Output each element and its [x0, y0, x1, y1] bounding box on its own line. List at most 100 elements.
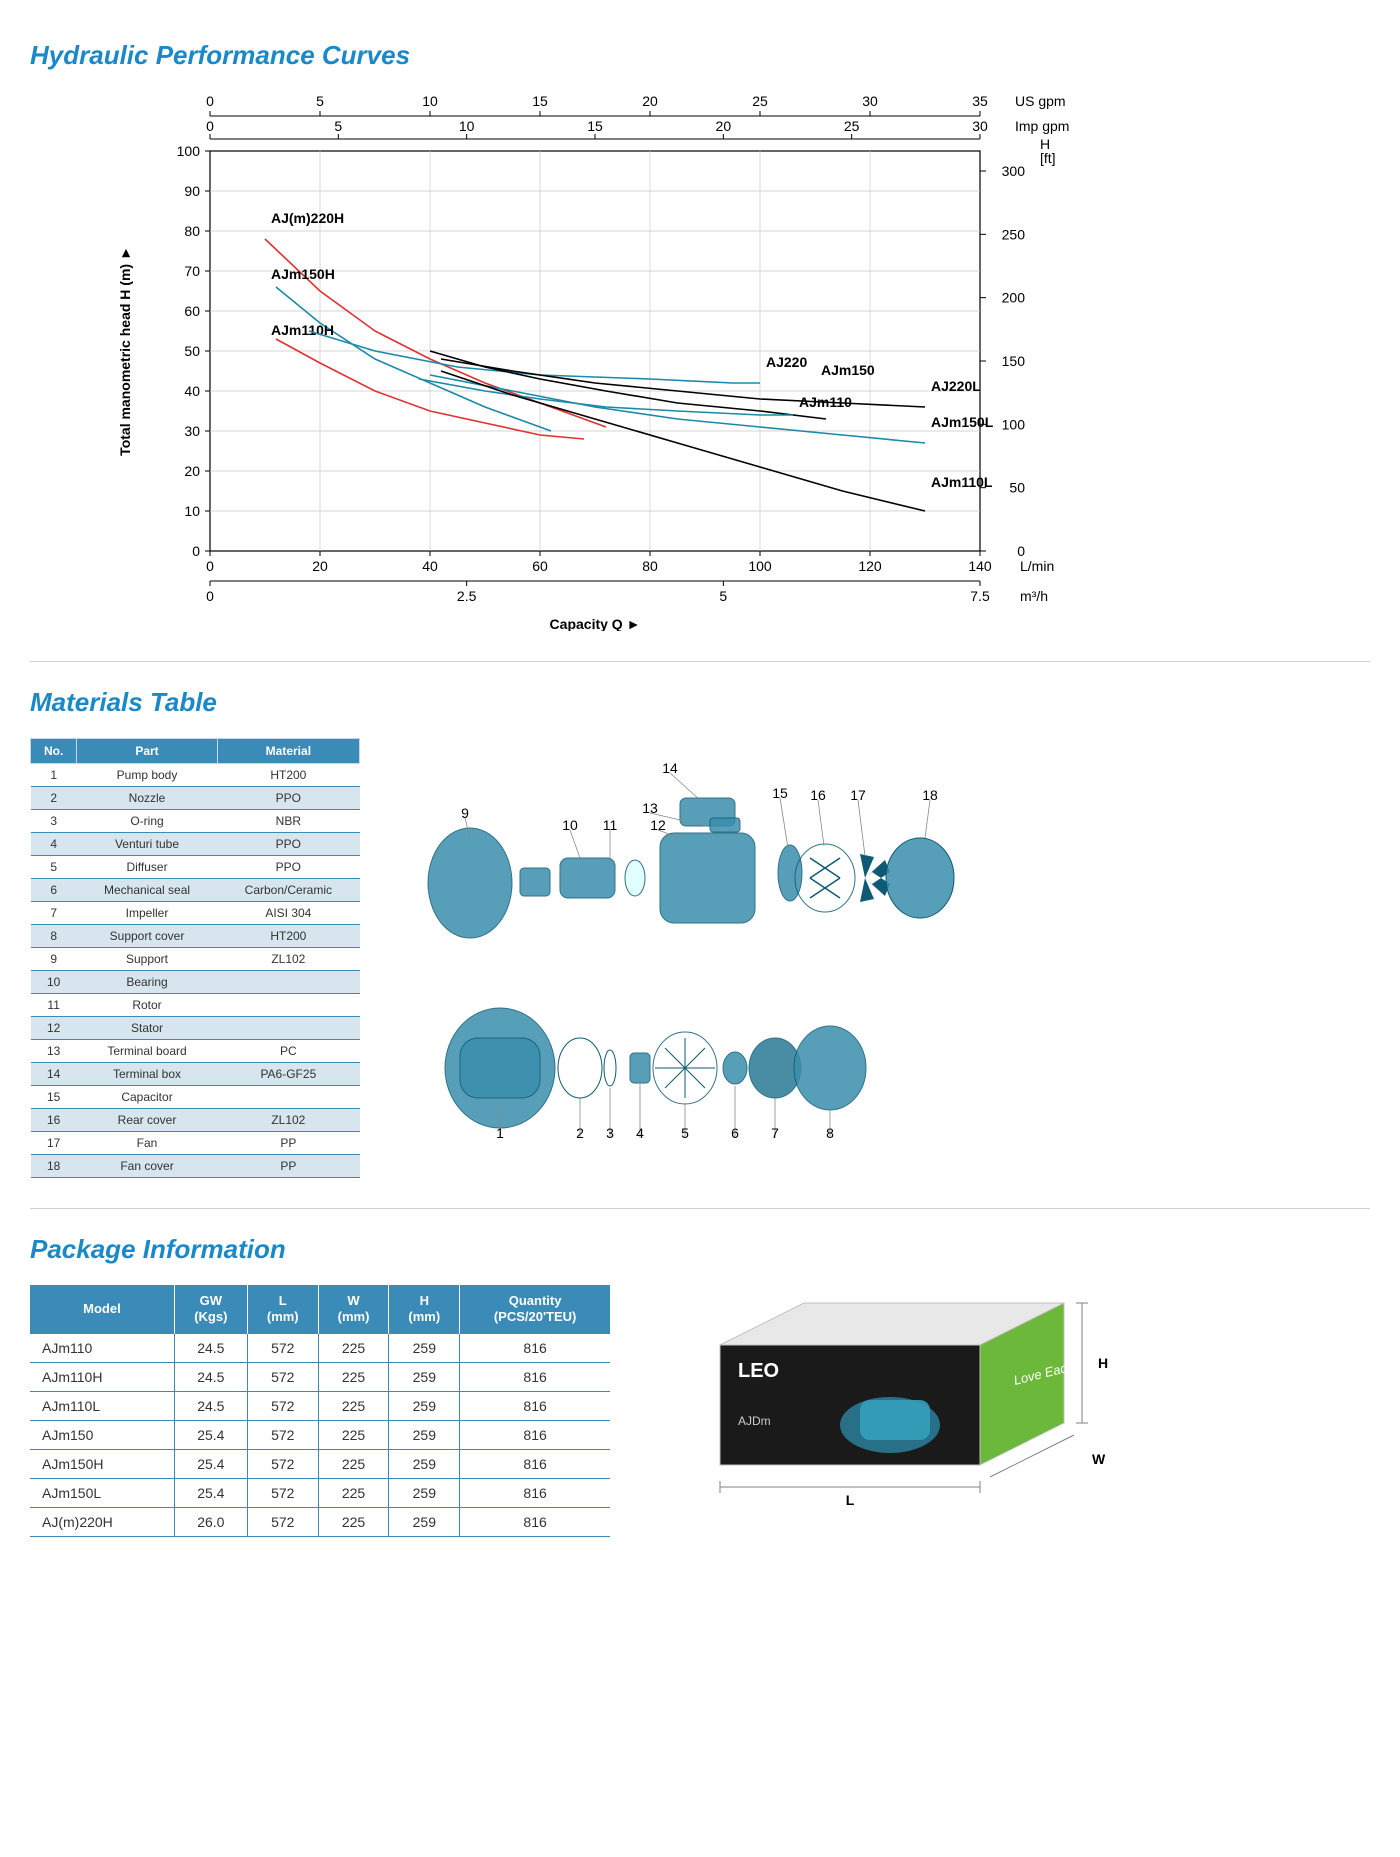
- svg-text:0: 0: [1017, 543, 1025, 559]
- svg-text:40: 40: [184, 383, 200, 399]
- table-row: 1Pump bodyHT200: [31, 764, 360, 787]
- svg-text:100: 100: [177, 143, 201, 159]
- exploded-view: 141315161718910111212345678: [410, 738, 1090, 1183]
- svg-text:15: 15: [532, 93, 548, 109]
- section-title-package: Package Information: [30, 1234, 1370, 1265]
- svg-text:100: 100: [1002, 416, 1026, 432]
- svg-text:25: 25: [752, 93, 768, 109]
- svg-text:35: 35: [972, 93, 988, 109]
- svg-text:2: 2: [576, 1125, 584, 1141]
- package-col-header: L(mm): [247, 1285, 318, 1334]
- table-row: 7ImpellerAISI 304: [31, 902, 360, 925]
- svg-text:17: 17: [850, 787, 866, 803]
- divider: [30, 661, 1370, 662]
- svg-text:20: 20: [642, 93, 658, 109]
- svg-text:0: 0: [192, 543, 200, 559]
- svg-text:2.5: 2.5: [457, 588, 477, 604]
- table-row: 3O-ringNBR: [31, 810, 360, 833]
- svg-text:7: 7: [771, 1125, 779, 1141]
- package-table: ModelGW(Kgs)L(mm)W(mm)H(mm)Quantity(PCS/…: [30, 1285, 610, 1537]
- package-col-header: H(mm): [389, 1285, 460, 1334]
- svg-text:80: 80: [642, 558, 658, 574]
- svg-text:0: 0: [206, 588, 214, 604]
- svg-text:5: 5: [316, 93, 324, 109]
- table-row: 8Support coverHT200: [31, 925, 360, 948]
- package-col-header: Model: [30, 1285, 174, 1334]
- svg-text:250: 250: [1002, 226, 1026, 242]
- svg-text:AJm150L: AJm150L: [931, 414, 994, 430]
- svg-text:5: 5: [681, 1125, 689, 1141]
- package-col-header: GW(Kgs): [174, 1285, 247, 1334]
- svg-text:200: 200: [1002, 290, 1026, 306]
- svg-text:300: 300: [1002, 163, 1026, 179]
- svg-text:AJ220: AJ220: [766, 354, 807, 370]
- svg-text:30: 30: [184, 423, 200, 439]
- svg-text:20: 20: [184, 463, 200, 479]
- svg-text:L/min: L/min: [1020, 558, 1054, 574]
- svg-text:8: 8: [826, 1125, 834, 1141]
- svg-text:AJ220L: AJ220L: [931, 378, 981, 394]
- materials-table: No.PartMaterial1Pump bodyHT2002NozzlePPO…: [30, 738, 360, 1178]
- svg-text:50: 50: [184, 343, 200, 359]
- svg-text:60: 60: [532, 558, 548, 574]
- svg-text:7.5: 7.5: [970, 588, 990, 604]
- svg-text:W: W: [1092, 1451, 1106, 1467]
- svg-text:5: 5: [719, 588, 727, 604]
- svg-text:Total manometric head H (m) ►: Total manometric head H (m) ►: [117, 246, 133, 456]
- svg-text:40: 40: [422, 558, 438, 574]
- svg-text:18: 18: [922, 787, 938, 803]
- table-row: AJm150H25.4572225259816: [30, 1449, 610, 1478]
- package-box-3d: LEOAJDmLove Each DropLWH: [660, 1285, 1180, 1550]
- svg-text:70: 70: [184, 263, 200, 279]
- svg-text:AJ(m)220H: AJ(m)220H: [271, 210, 344, 226]
- table-row: AJm110L24.5572225259816: [30, 1391, 610, 1420]
- package-col-header: W(mm): [318, 1285, 389, 1334]
- svg-text:3: 3: [606, 1125, 614, 1141]
- svg-text:10: 10: [459, 118, 475, 134]
- table-row: 2NozzlePPO: [31, 787, 360, 810]
- svg-text:15: 15: [587, 118, 603, 134]
- table-row: 14Terminal boxPA6-GF25: [31, 1063, 360, 1086]
- svg-text:Capacity Q ►: Capacity Q ►: [550, 616, 641, 631]
- table-row: 5DiffuserPPO: [31, 856, 360, 879]
- svg-text:AJDm: AJDm: [738, 1414, 771, 1428]
- svg-text:16: 16: [810, 787, 826, 803]
- svg-text:L: L: [846, 1492, 855, 1508]
- materials-col-header: No.: [31, 739, 77, 764]
- svg-text:90: 90: [184, 183, 200, 199]
- package-col-header: Quantity(PCS/20'TEU): [460, 1285, 610, 1334]
- materials-col-header: Part: [77, 739, 217, 764]
- svg-text:Imp gpm: Imp gpm: [1015, 118, 1069, 134]
- svg-text:30: 30: [972, 118, 988, 134]
- svg-text:25: 25: [844, 118, 860, 134]
- table-row: AJ(m)220H26.0572225259816: [30, 1507, 610, 1536]
- svg-text:60: 60: [184, 303, 200, 319]
- svg-text:0: 0: [206, 118, 214, 134]
- table-row: 4Venturi tubePPO: [31, 833, 360, 856]
- svg-text:AJm110L: AJm110L: [931, 474, 993, 490]
- table-row: AJm11024.5572225259816: [30, 1334, 610, 1363]
- table-row: AJm15025.4572225259816: [30, 1420, 610, 1449]
- svg-text:US gpm: US gpm: [1015, 93, 1066, 109]
- svg-text:13: 13: [642, 800, 658, 816]
- svg-text:150: 150: [1002, 353, 1026, 369]
- svg-text:10: 10: [422, 93, 438, 109]
- svg-text:5: 5: [334, 118, 342, 134]
- svg-text:9: 9: [461, 805, 469, 821]
- svg-text:14: 14: [662, 760, 678, 776]
- svg-text:12: 12: [650, 817, 666, 833]
- svg-text:20: 20: [716, 118, 732, 134]
- svg-text:50: 50: [1009, 480, 1025, 496]
- svg-text:[ft]: [ft]: [1040, 150, 1056, 166]
- svg-text:20: 20: [312, 558, 328, 574]
- divider: [30, 1208, 1370, 1209]
- table-row: 12Stator: [31, 1017, 360, 1040]
- table-row: 10Bearing: [31, 971, 360, 994]
- section-title-materials: Materials Table: [30, 687, 1370, 718]
- svg-text:1: 1: [496, 1125, 504, 1141]
- svg-text:11: 11: [603, 817, 618, 833]
- svg-text:4: 4: [636, 1125, 644, 1141]
- svg-text:30: 30: [862, 93, 878, 109]
- table-row: AJm110H24.5572225259816: [30, 1362, 610, 1391]
- table-row: 9SupportZL102: [31, 948, 360, 971]
